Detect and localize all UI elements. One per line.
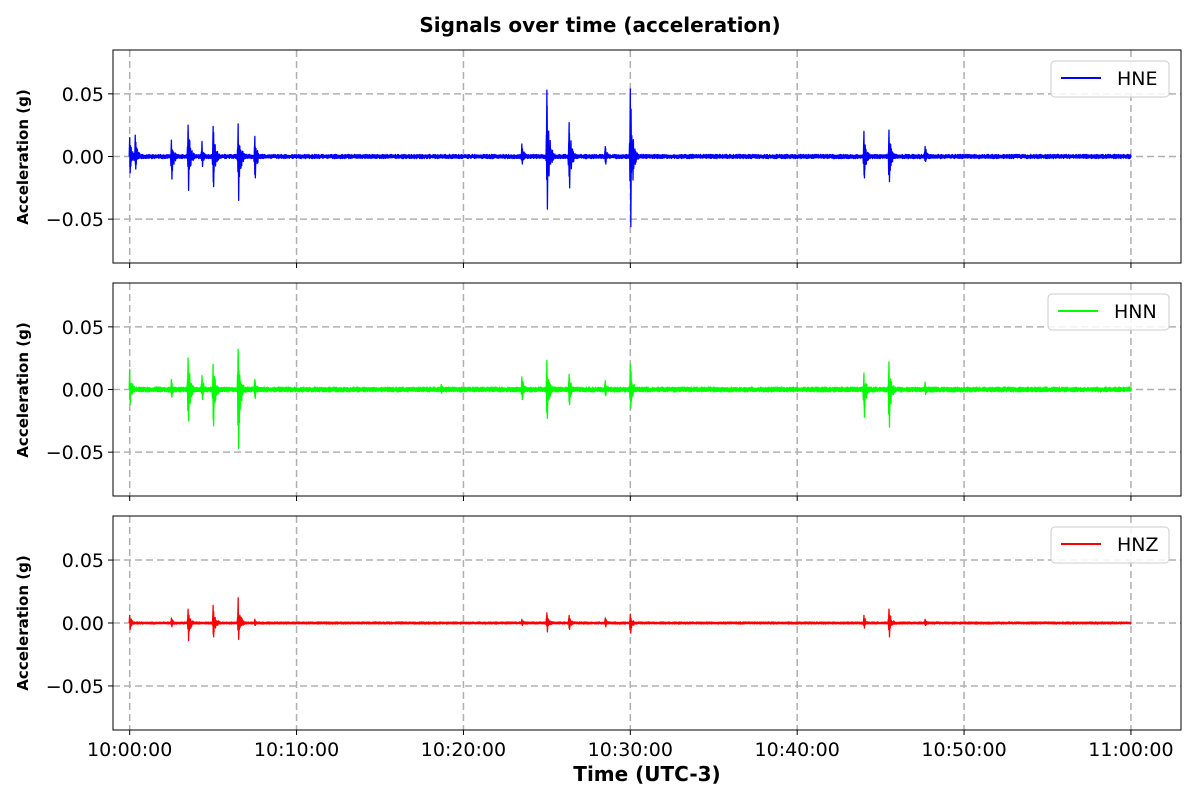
y-tick-label: 0.00 <box>62 147 104 169</box>
legend-label: HNZ <box>1117 534 1159 556</box>
y-axis-label: Acceleration (g) <box>14 89 32 224</box>
x-ticks <box>129 496 1132 501</box>
y-ticks: 0.05 0.00 −0.05 <box>46 550 113 698</box>
series-line-hnz <box>128 597 1132 642</box>
y-tick-label: −0.05 <box>46 442 104 464</box>
x-tick-label: 10:00:00 <box>87 739 172 761</box>
y-tick-label: 0.05 <box>62 550 104 572</box>
y-tick-label: 0.00 <box>62 613 104 635</box>
legend-label: HNN <box>1114 301 1157 323</box>
y-axis-label: Acceleration (g) <box>14 555 32 690</box>
legend-box <box>1050 60 1170 98</box>
legend[interactable]: HNZ <box>1050 526 1170 564</box>
y-ticks: 0.05 0.00 −0.05 <box>46 317 113 464</box>
y-tick-label: −0.05 <box>46 676 104 698</box>
legend-label: HNE <box>1117 68 1158 90</box>
panel-hne: Acceleration (g) 0.05 0.00 −0.05 HNE <box>14 49 1182 268</box>
series-line-hne <box>128 88 1132 228</box>
signal-trace <box>128 348 1132 450</box>
y-ticks: 0.05 0.00 −0.05 <box>46 84 113 231</box>
x-tick-label: 11:00:00 <box>1088 739 1173 761</box>
x-ticks <box>129 263 1132 268</box>
y-axis-label: Acceleration (g) <box>14 322 32 457</box>
chart-title: Signals over time (acceleration) <box>419 13 780 37</box>
legend-box <box>1047 293 1170 331</box>
y-tick-label: −0.05 <box>46 209 104 231</box>
legend[interactable]: HNE <box>1050 60 1170 98</box>
x-tick-label: 10:30:00 <box>588 739 673 761</box>
y-tick-label: 0.00 <box>62 380 104 402</box>
legend[interactable]: HNN <box>1047 293 1170 331</box>
x-tick-label: 10:40:00 <box>755 739 840 761</box>
x-tick-label: 10:10:00 <box>254 739 339 761</box>
x-tick-label: 10:50:00 <box>921 739 1006 761</box>
legend-box <box>1050 526 1170 564</box>
y-tick-label: 0.05 <box>62 84 104 106</box>
x-ticks: 10:00:00 10:10:00 10:20:00 10:30:00 10:40:00… <box>87 730 1174 761</box>
signal-trace <box>128 597 1132 642</box>
signal-trace <box>128 88 1132 228</box>
panel-hnn: Acceleration (g) 0.05 0.00 −0.05 HNN <box>14 282 1182 501</box>
x-tick-label: 10:20:00 <box>421 739 506 761</box>
series-line-hnn <box>128 348 1132 450</box>
panel-hnz: Acceleration (g) 0.050.00−0.05 10:00:00 1… <box>14 515 1182 761</box>
x-axis-label: Time (UTC-3) <box>573 762 720 786</box>
y-tick-label: 0.05 <box>62 317 104 339</box>
